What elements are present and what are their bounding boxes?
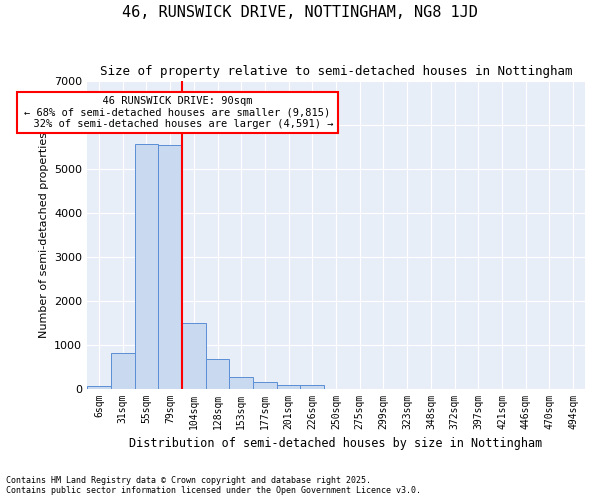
Bar xyxy=(229,376,253,388)
Bar xyxy=(87,386,111,388)
Bar xyxy=(182,322,206,388)
Bar xyxy=(111,354,134,388)
Bar xyxy=(206,359,229,388)
Title: Size of property relative to semi-detached houses in Nottingham: Size of property relative to semi-detach… xyxy=(100,65,572,78)
X-axis label: Distribution of semi-detached houses by size in Nottingham: Distribution of semi-detached houses by … xyxy=(130,437,542,450)
Text: Contains HM Land Registry data © Crown copyright and database right 2025.
Contai: Contains HM Land Registry data © Crown c… xyxy=(6,476,421,495)
Bar xyxy=(277,384,301,388)
Bar xyxy=(134,144,158,388)
Text: 46 RUNSWICK DRIVE: 90sqm  
← 68% of semi-detached houses are smaller (9,815)
  3: 46 RUNSWICK DRIVE: 90sqm ← 68% of semi-d… xyxy=(21,96,334,129)
Y-axis label: Number of semi-detached properties: Number of semi-detached properties xyxy=(38,132,49,338)
Bar xyxy=(158,145,182,388)
Bar xyxy=(253,382,277,388)
Bar xyxy=(301,386,324,388)
Text: 46, RUNSWICK DRIVE, NOTTINGHAM, NG8 1JD: 46, RUNSWICK DRIVE, NOTTINGHAM, NG8 1JD xyxy=(122,5,478,20)
